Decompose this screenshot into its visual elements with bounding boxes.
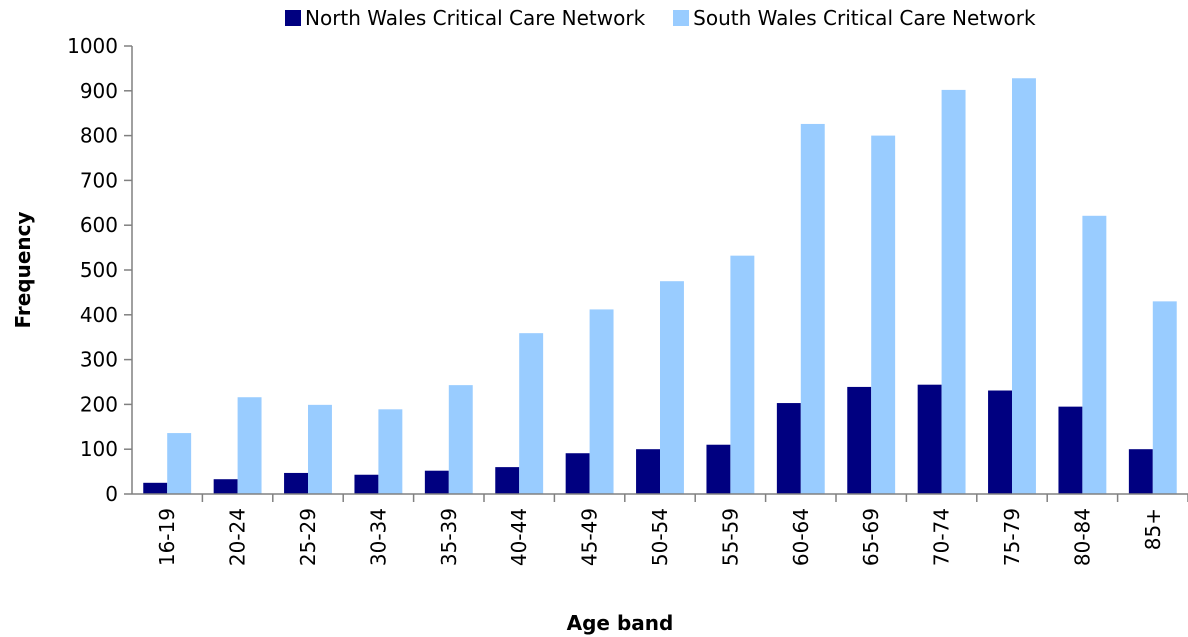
x-tick-label: 80-84 [1070, 508, 1094, 566]
x-tick-label: 60-64 [789, 508, 813, 566]
y-tick-label: 100 [80, 437, 118, 461]
bar-south-wales [378, 409, 403, 494]
legend-swatch-north-wales [285, 10, 301, 26]
bar-south-wales [730, 255, 755, 494]
bar-north-wales [776, 403, 801, 494]
bar-south-wales [1152, 301, 1177, 494]
bars [143, 78, 1177, 495]
bar-north-wales [424, 470, 449, 494]
bar-north-wales [354, 474, 379, 494]
bar-south-wales [1012, 78, 1036, 495]
x-tick-label: 65-69 [859, 508, 883, 566]
x-axis: 16-19 20-24 25-29 30-34 35-39 40-44 45-49 50-54… [132, 493, 1188, 566]
bar-north-wales [495, 467, 520, 494]
y-axis-title: Frequency [11, 211, 35, 328]
x-tick-label: 40-44 [507, 508, 531, 566]
x-tick-label: 85+ [1141, 508, 1165, 550]
bar-south-wales [589, 309, 614, 494]
bar-north-wales [636, 449, 660, 494]
bar-north-wales [988, 390, 1012, 494]
bar-north-wales [143, 482, 168, 494]
bar-south-wales [237, 397, 262, 494]
x-tick-label: 45-49 [578, 508, 602, 566]
legend-item-south-wales: South Wales Critical Care Network [673, 6, 1036, 30]
y-tick-label: 900 [80, 79, 118, 103]
bar-south-wales [519, 333, 544, 494]
bar-south-wales [448, 385, 473, 494]
y-tick-label: 300 [80, 348, 118, 372]
bar-north-wales [213, 479, 238, 494]
y-tick-label: 600 [80, 213, 118, 237]
bar-north-wales [847, 386, 872, 494]
x-tick-label: 25-29 [296, 508, 320, 566]
y-tick-label: 200 [80, 392, 118, 416]
bar-south-wales [308, 404, 332, 494]
x-axis-title: Age band [567, 611, 674, 635]
bar-south-wales [660, 281, 684, 494]
legend-label-south-wales: South Wales Critical Care Network [693, 6, 1036, 30]
y-tick-label: 500 [80, 258, 118, 282]
legend-swatch-south-wales [673, 10, 690, 26]
bar-north-wales [706, 444, 731, 494]
y-axis: 0 100 200 300 400 500 600 700 800 900 1000 [67, 34, 133, 506]
legend-item-north-wales: North Wales Critical Care Network [285, 6, 645, 30]
x-tick-label: 30-34 [366, 508, 390, 566]
y-tick-label: 0 [105, 482, 118, 506]
bar-south-wales [167, 433, 192, 494]
bar-south-wales [800, 123, 825, 495]
y-tick-label: 400 [80, 303, 118, 327]
legend: North Wales Critical Care Network South … [285, 6, 1036, 30]
x-tick-label: 50-54 [648, 508, 672, 566]
bar-north-wales [565, 453, 590, 494]
bar-south-wales [1082, 215, 1107, 495]
legend-label-north-wales: North Wales Critical Care Network [305, 6, 646, 30]
x-tick-label: 70-74 [930, 508, 954, 566]
bar-south-wales [941, 89, 966, 495]
x-tick-label: 75-79 [1000, 508, 1024, 566]
bar-north-wales [917, 384, 942, 494]
x-tick-label: 20-24 [226, 508, 250, 566]
bar-north-wales [1058, 406, 1083, 494]
bar-north-wales [284, 472, 308, 494]
bar-north-wales [1128, 449, 1153, 494]
x-tick-label: 16-19 [155, 508, 179, 566]
x-tick-label: 55-59 [718, 508, 742, 566]
y-tick-label: 800 [80, 124, 118, 148]
y-tick-label: 700 [80, 168, 118, 192]
x-tick-label: 35-39 [437, 508, 461, 566]
y-tick-label: 1000 [67, 34, 118, 58]
bar-south-wales [871, 135, 896, 494]
